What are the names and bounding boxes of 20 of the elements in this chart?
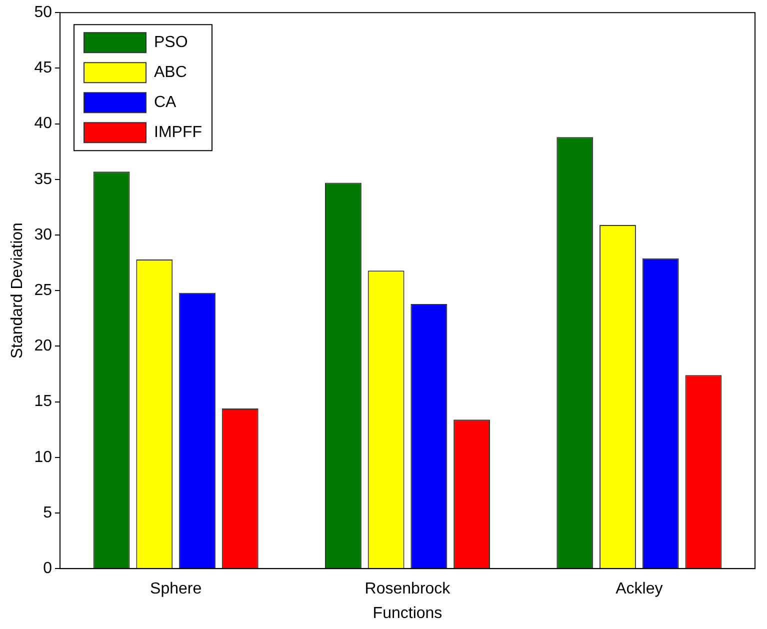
- y-tick-label: 15: [34, 393, 52, 410]
- x-tick-label: Rosenbrock: [364, 580, 452, 598]
- y-tick-label: 10: [34, 448, 52, 466]
- x-axis-title: Functions: [372, 604, 442, 622]
- x-tick-label: Sphere: [150, 580, 202, 598]
- legend-label: IMPFF: [154, 124, 202, 142]
- legend-label: ABC: [154, 64, 187, 82]
- y-tick-label: 35: [34, 170, 52, 188]
- legend-label: CA: [154, 94, 177, 112]
- y-tick-label: 50: [34, 4, 52, 22]
- y-tick-label: 30: [34, 226, 52, 244]
- y-tick-label: 0: [43, 560, 52, 578]
- y-tick-label: 40: [34, 115, 52, 132]
- y-tick-label: 45: [34, 60, 52, 77]
- y-tick-label: 5: [43, 504, 52, 522]
- legend-label: PSO: [154, 34, 188, 52]
- y-axis-title: Standard Deviation: [9, 222, 26, 359]
- x-tick-label: Ackley: [616, 580, 663, 598]
- y-tick-label: 20: [34, 338, 52, 355]
- y-tick-label: 25: [34, 282, 52, 300]
